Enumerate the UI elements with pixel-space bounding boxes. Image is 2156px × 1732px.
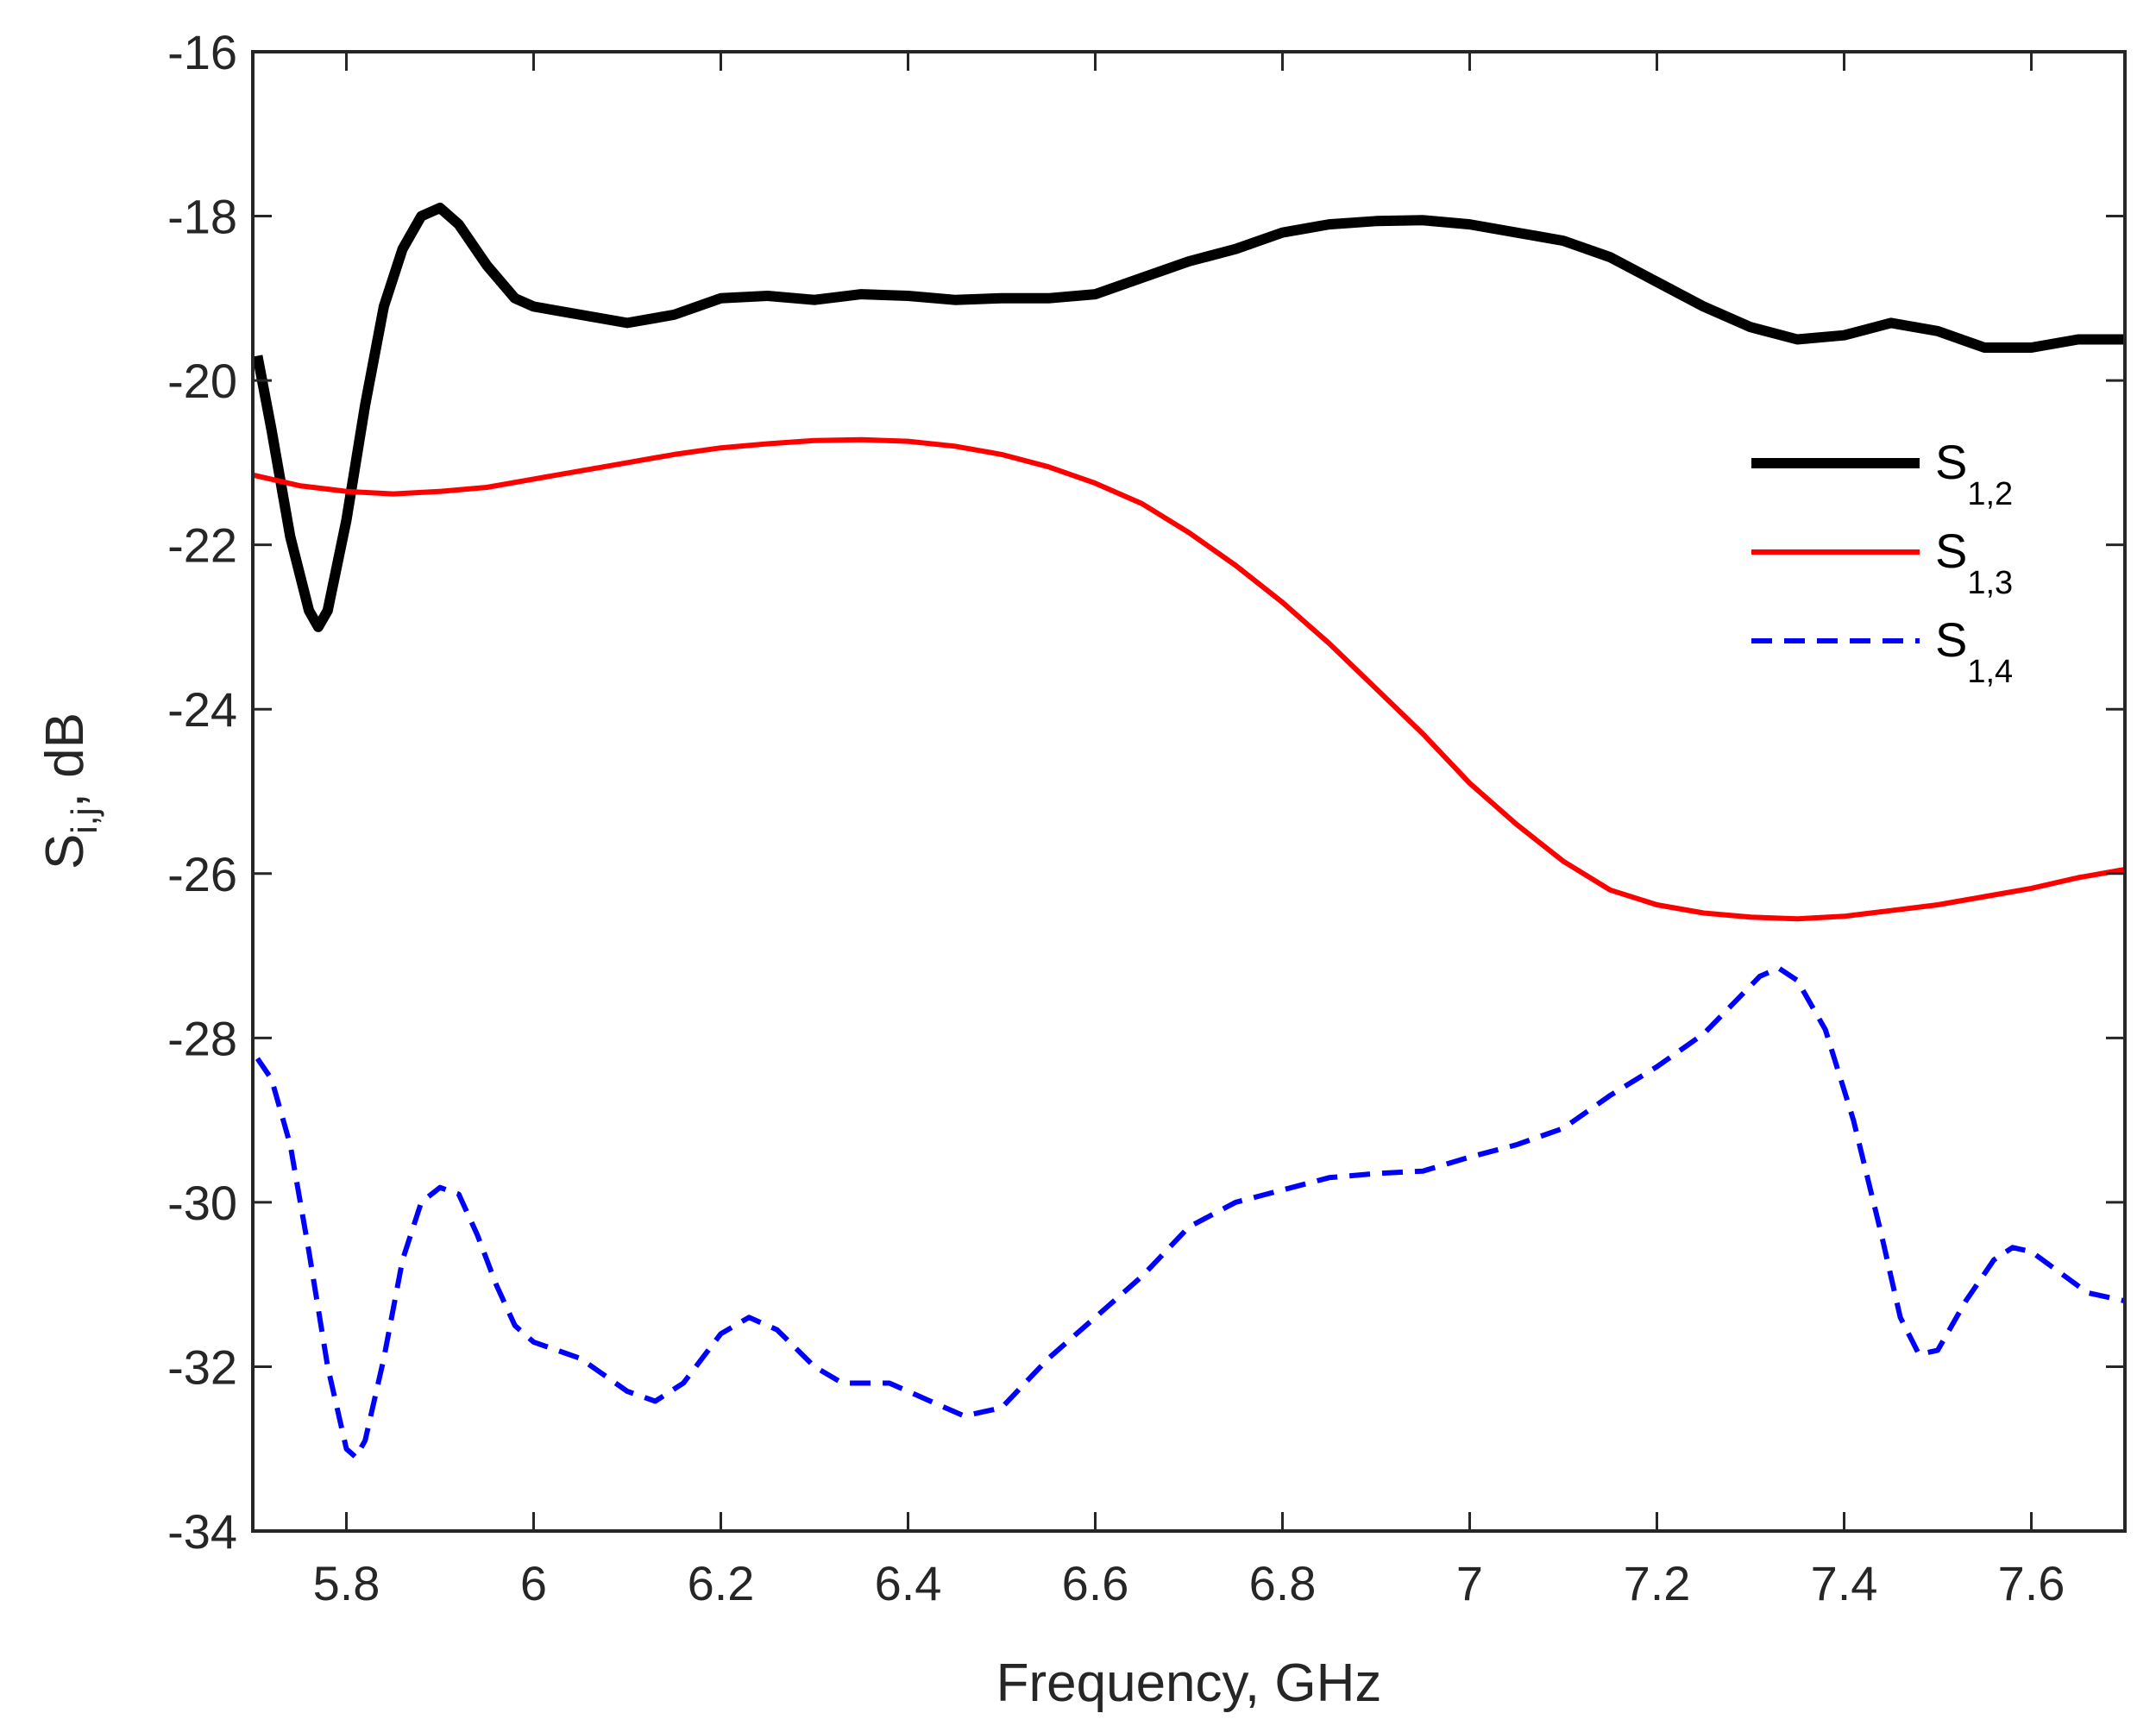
x-tick-label: 5.8 xyxy=(313,1556,380,1610)
series-line-1-3 xyxy=(252,436,2126,922)
legend-label-sub: 1,3 xyxy=(1967,565,2013,601)
y-tick-label: -30 xyxy=(167,1176,237,1230)
legend-label: S1,3 xyxy=(1935,524,2013,601)
plot-background xyxy=(253,52,2125,1531)
y-tick-label: -22 xyxy=(167,518,237,573)
x-tick-label: 7.4 xyxy=(1811,1556,1878,1610)
legend: S1,2S1,3S1,4 xyxy=(1751,435,2013,690)
legend-label: S1,2 xyxy=(1935,435,2013,512)
y-axis-title-sub: i,j xyxy=(64,807,104,833)
x-tick-label: 6.2 xyxy=(688,1556,755,1610)
x-tick-label: 6.6 xyxy=(1062,1556,1129,1610)
series-layer xyxy=(252,203,2126,1460)
x-tick-label: 6.4 xyxy=(875,1556,942,1610)
series-line-1-4 xyxy=(255,965,2126,1460)
legend-label-main: S xyxy=(1935,524,1967,578)
y-tick-label: -28 xyxy=(167,1011,237,1065)
x-tick-label: 7.6 xyxy=(1998,1556,2065,1610)
y-tick-label: -32 xyxy=(167,1340,237,1394)
y-axis-title-suffix: , dB xyxy=(35,712,95,807)
tick-layer: 5.8 6 6.2 6.4 6.6 6.8 7 7.2 7.4 7.6 -34 -32 -30 -28 -2… xyxy=(167,25,2125,1610)
y-tick-label: -34 xyxy=(167,1504,237,1559)
y-tick-label: -24 xyxy=(167,682,237,737)
y-tick-label: -26 xyxy=(167,847,237,901)
x-axis-title: Frequency, GHz xyxy=(996,1654,1382,1713)
x-tick-label: 7.2 xyxy=(1624,1556,1691,1610)
series-line-1-2 xyxy=(252,203,2125,632)
legend-label-sub: 1,2 xyxy=(1967,476,2013,512)
y-axis-title-main: S xyxy=(35,834,95,869)
legend-label: S1,4 xyxy=(1935,612,2013,690)
y-tick-label: -18 xyxy=(167,190,237,244)
y-tick-label: -16 xyxy=(167,25,237,79)
x-tick-label: 6 xyxy=(520,1556,547,1610)
x-tick-label: 7 xyxy=(1456,1556,1483,1610)
y-axis-title: Si,j, dB xyxy=(35,712,104,869)
legend-label-sub: 1,4 xyxy=(1967,654,2013,690)
plot-frame xyxy=(251,50,2127,1533)
y-tick-label: -20 xyxy=(167,354,237,408)
legend-label-main: S xyxy=(1935,612,1967,667)
x-tick-label: 6.8 xyxy=(1249,1556,1317,1610)
legend-label-main: S xyxy=(1935,435,1967,489)
